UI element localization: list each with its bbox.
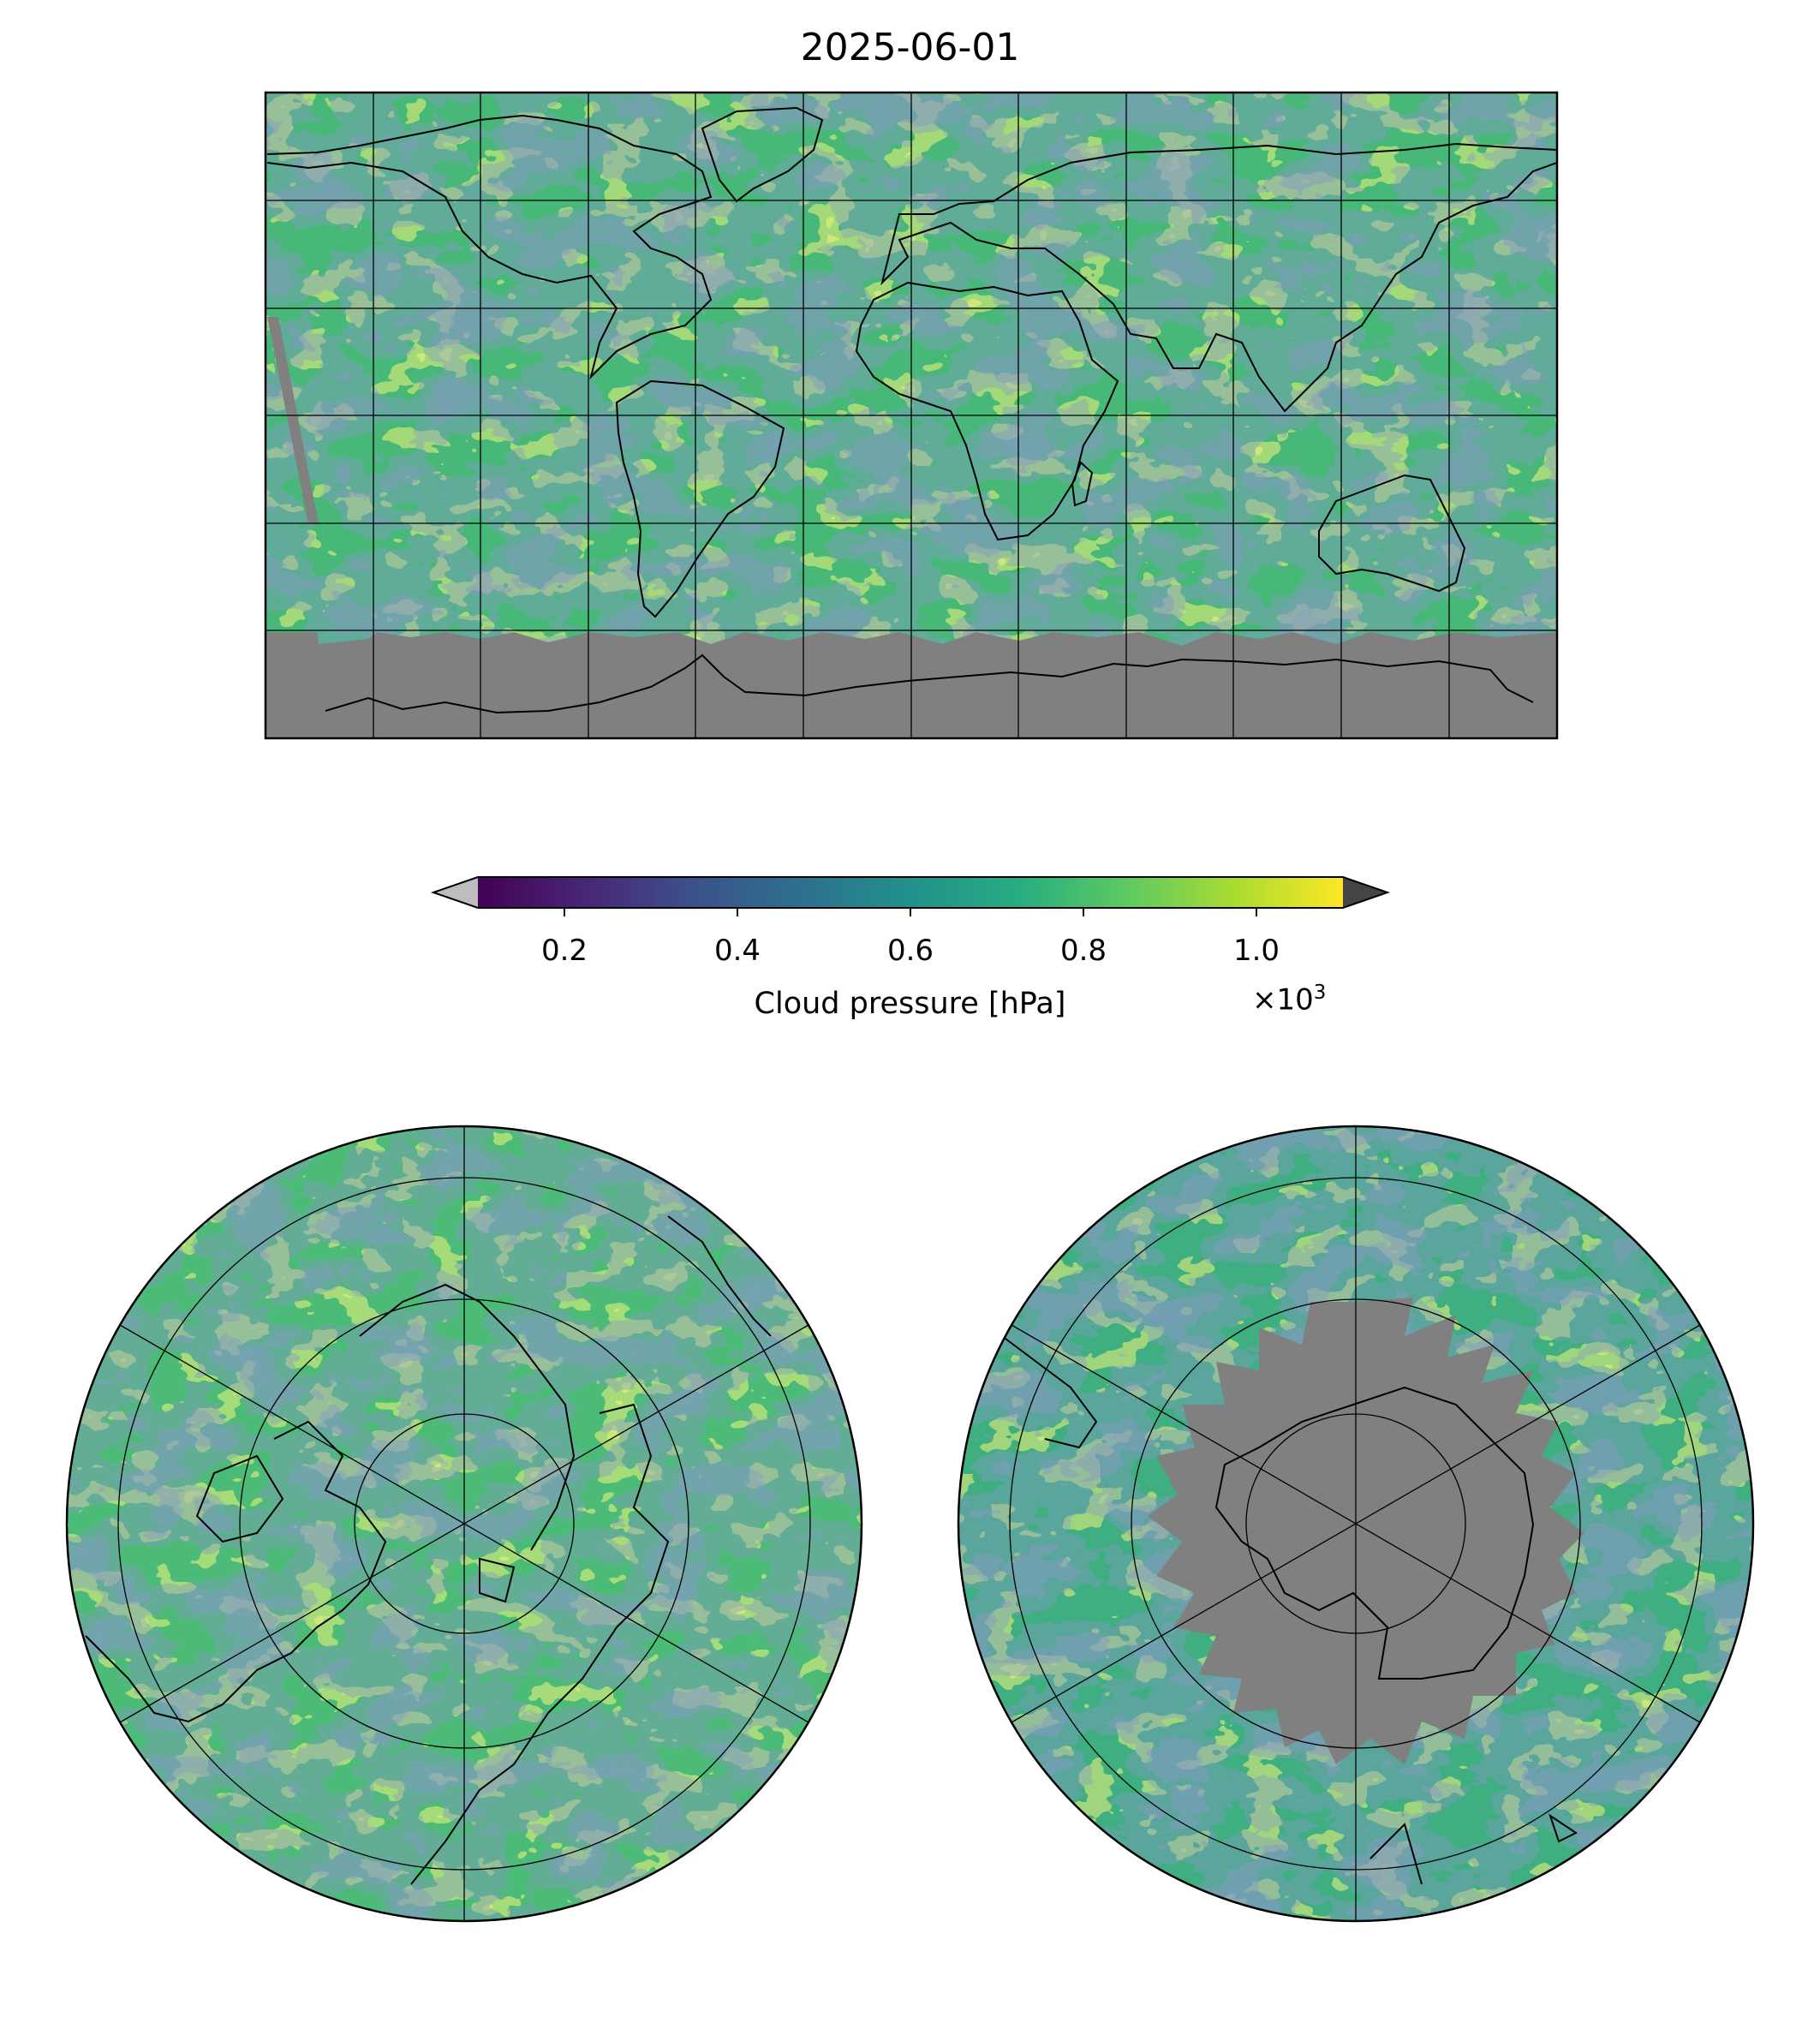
- colorbar-tick-label: 0.8: [1059, 934, 1107, 968]
- north-polar-gridlines: [117, 1126, 811, 1921]
- coast-madagascar: [1071, 461, 1094, 507]
- coast-eurasia: [880, 142, 1557, 413]
- coast-south-america: [615, 379, 785, 618]
- north-polar-frame: [65, 1125, 863, 1923]
- colorbar-tick-label: 0.6: [886, 934, 934, 968]
- south-polar-gridlines: [1009, 1126, 1703, 1921]
- figure-title: 2025-06-01: [800, 26, 1020, 69]
- colorbar-tick-label: 1.0: [1232, 934, 1280, 968]
- colorbar-outline: [430, 876, 1391, 909]
- coast-africa: [855, 281, 1119, 541]
- coast-antarctica: [325, 653, 1534, 714]
- colorbar-multiplier: ×103: [1252, 982, 1326, 1017]
- colorbar-label: Cloud pressure [hPa]: [754, 987, 1066, 1021]
- colorbar-tick-label: 0.4: [713, 934, 761, 968]
- colorbar-multiplier-exponent: 3: [1313, 982, 1327, 1004]
- colorbar-tick-label: 0.2: [540, 934, 588, 968]
- global-gridlines: [266, 92, 1557, 738]
- global-map-frame: [264, 91, 1559, 740]
- colorbar-over-extension: [1343, 877, 1387, 908]
- coast-greenland: [701, 106, 824, 203]
- south-polar-frame: [957, 1125, 1755, 1923]
- coast-north-america: [266, 114, 713, 380]
- colorbar-under-extension: [433, 877, 478, 908]
- missing-data-swath: [267, 317, 319, 524]
- colorbar-tick-marks: [564, 908, 1257, 916]
- north-polar-coastlines: [85, 1215, 772, 1885]
- south-polar-missing-data: [1148, 1298, 1584, 1764]
- colorbar-multiplier-base: ×10: [1252, 982, 1314, 1017]
- global-coastlines: [266, 106, 1557, 714]
- coast-australia: [1318, 474, 1466, 593]
- colorbar-gradient: [478, 877, 1343, 908]
- colorbar: [430, 876, 1391, 916]
